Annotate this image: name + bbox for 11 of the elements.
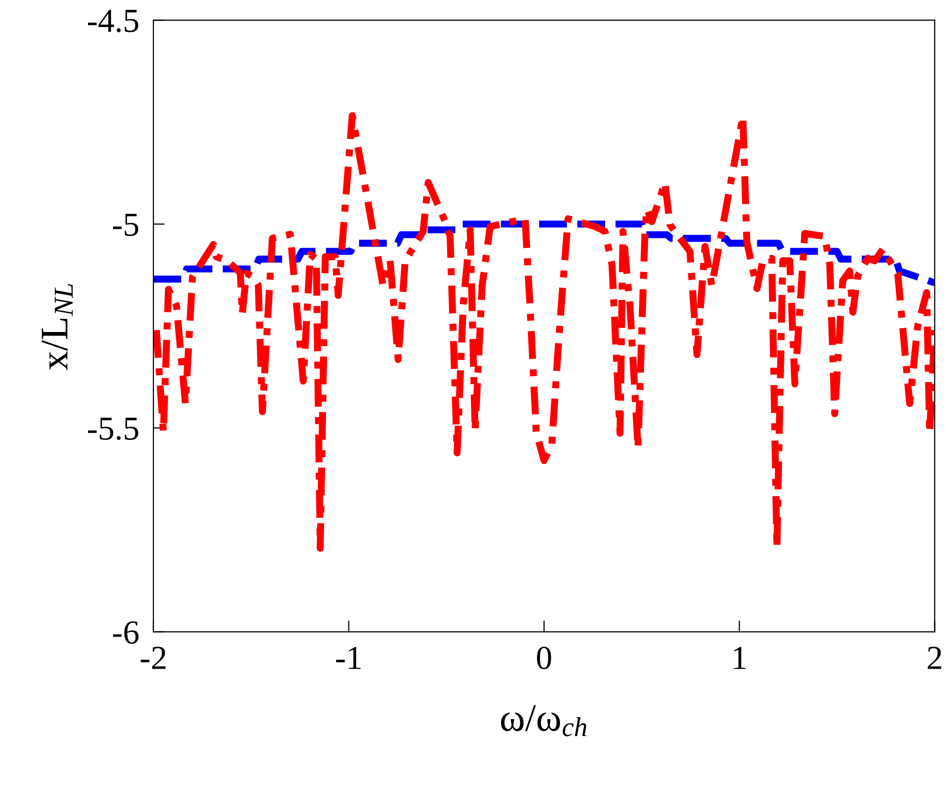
x-axis-title: ω/ω$_{ch}$ bbox=[501, 705, 586, 736]
y-tick-label: -5.5 bbox=[88, 418, 138, 440]
x-tick-label: -2 bbox=[140, 646, 166, 669]
x-tick-label: -1 bbox=[336, 646, 361, 669]
x-tick-label: 2 bbox=[928, 646, 942, 669]
y-tick-label: -5 bbox=[113, 214, 138, 236]
y-tick-label: -6 bbox=[113, 621, 139, 644]
x-tick-label: 0 bbox=[536, 646, 552, 670]
y-tick-label: -4.5 bbox=[88, 10, 138, 32]
y-axis-title: x/L$_{NL}$ bbox=[42, 284, 73, 370]
x-tick-label: 1 bbox=[734, 646, 746, 669]
